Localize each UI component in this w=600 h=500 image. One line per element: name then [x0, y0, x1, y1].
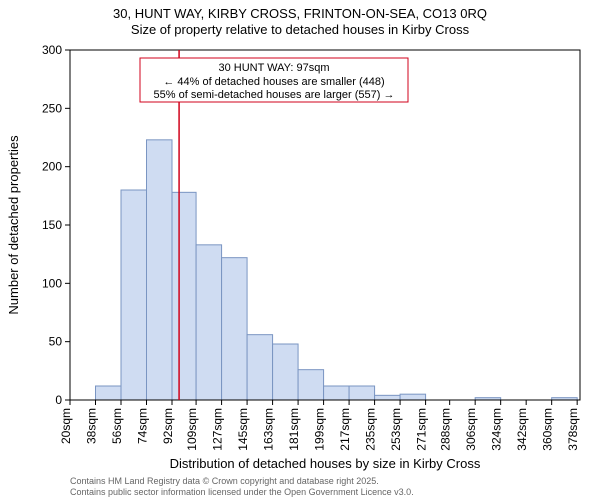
footer-line-2: Contains public sector information licen…	[70, 487, 414, 497]
y-tick-label: 200	[42, 160, 62, 174]
x-tick-label: 127sqm	[211, 408, 225, 451]
histogram-bar	[196, 245, 222, 400]
x-tick-label: 109sqm	[185, 408, 199, 451]
x-tick-label: 306sqm	[464, 408, 478, 451]
x-tick-label: 235sqm	[364, 408, 378, 451]
x-tick-label: 217sqm	[338, 408, 352, 451]
x-tick-label: 56sqm	[110, 408, 124, 444]
x-tick-label: 38sqm	[85, 408, 99, 444]
annotation-line2: ← 44% of detached houses are smaller (44…	[163, 76, 384, 88]
x-tick-label: 181sqm	[287, 408, 301, 451]
histogram-bar	[349, 386, 375, 400]
x-tick-label: 360sqm	[541, 408, 555, 451]
y-tick-label: 250	[42, 101, 62, 115]
histogram-bar	[247, 335, 272, 400]
histogram-bar	[273, 344, 299, 400]
x-tick-label: 378sqm	[566, 408, 580, 451]
histogram-bar	[172, 192, 196, 400]
histogram-bar	[147, 140, 173, 400]
chart-title-main: 30, HUNT WAY, KIRBY CROSS, FRINTON-ON-SE…	[113, 6, 487, 21]
histogram-bar	[222, 258, 248, 400]
x-tick-label: 271sqm	[415, 408, 429, 451]
annotation-line1: 30 HUNT WAY: 97sqm	[218, 62, 329, 74]
x-axis-label: Distribution of detached houses by size …	[170, 456, 481, 471]
chart-container: 30, HUNT WAY, KIRBY CROSS, FRINTON-ON-SE…	[0, 0, 600, 500]
x-tick-label: 74sqm	[136, 408, 150, 444]
histogram-bar	[324, 386, 350, 400]
x-tick-label: 199sqm	[313, 408, 327, 451]
histogram-bar	[298, 370, 324, 400]
y-tick-label: 50	[49, 335, 63, 349]
x-tick-label: 253sqm	[389, 408, 403, 451]
annotation-box: 30 HUNT WAY: 97sqm ← 44% of detached hous…	[140, 58, 408, 102]
x-tick-label: 145sqm	[236, 408, 250, 451]
footer-line-1: Contains HM Land Registry data © Crown c…	[70, 476, 379, 486]
histogram-bar	[96, 386, 122, 400]
x-tick-label: 20sqm	[59, 408, 73, 444]
x-tick-label: 324sqm	[490, 408, 504, 451]
x-tick-label: 288sqm	[439, 408, 453, 451]
y-axis-label: Number of detached properties	[6, 135, 21, 315]
y-tick-label: 100	[42, 276, 62, 290]
x-tick-label: 342sqm	[515, 408, 529, 451]
histogram-bar	[121, 190, 147, 400]
x-tick-label: 163sqm	[262, 408, 276, 451]
histogram-bar	[375, 395, 401, 400]
y-tick-label: 0	[55, 393, 62, 407]
histogram-svg: 30, HUNT WAY, KIRBY CROSS, FRINTON-ON-SE…	[0, 0, 600, 500]
x-tick-label: 92sqm	[161, 408, 175, 444]
chart-title-sub: Size of property relative to detached ho…	[131, 22, 470, 37]
y-tick-label: 150	[42, 218, 62, 232]
histogram-bar	[400, 394, 426, 400]
annotation-line3: 55% of semi-detached houses are larger (…	[154, 89, 395, 101]
y-tick-label: 300	[42, 43, 62, 57]
